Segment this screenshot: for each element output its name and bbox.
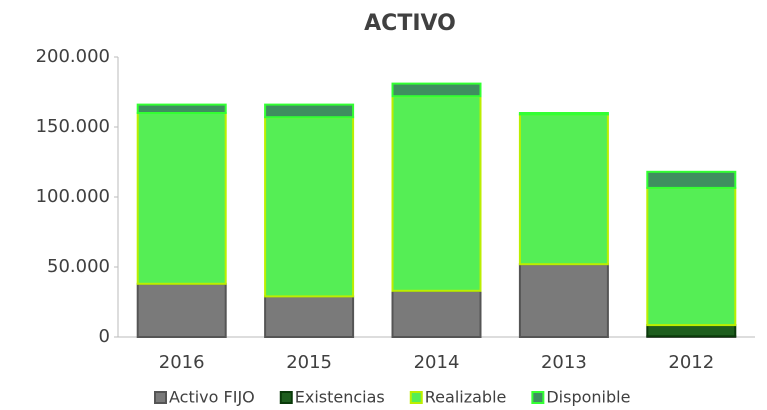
- bar-segment: [264, 116, 355, 298]
- bar-segment: [136, 103, 227, 114]
- legend-swatch: [531, 391, 545, 404]
- y-tick-label: 200.000: [36, 46, 110, 67]
- y-tick-label: 150.000: [36, 116, 110, 137]
- bar-segment: [136, 112, 227, 285]
- legend-label: Disponible: [546, 388, 630, 407]
- x-tick-label: 2013: [541, 352, 587, 373]
- x-tick-label: 2012: [668, 352, 714, 373]
- bar-segment: [264, 295, 355, 338]
- bar-segment: [518, 113, 609, 266]
- bar-segment: [646, 186, 737, 327]
- x-tick-label: 2016: [159, 352, 205, 373]
- x-tick-label: 2015: [286, 352, 332, 373]
- y-tick-label: 100.000: [36, 186, 110, 207]
- y-tick-label: 50.000: [47, 256, 110, 277]
- legend-swatch: [154, 391, 167, 404]
- legend-swatch: [279, 391, 293, 404]
- bar-segment: [646, 324, 737, 338]
- chart-title: ACTIVO: [364, 11, 456, 36]
- legend-label: Realizable: [425, 388, 507, 407]
- legend-label: Activo FIJO: [169, 388, 255, 407]
- bar-segment: [518, 263, 609, 339]
- bar-segment: [646, 170, 737, 189]
- legend-swatch: [409, 391, 423, 404]
- x-tick-label: 2014: [414, 352, 460, 373]
- bar-segment: [391, 95, 482, 292]
- bar-segment: [391, 289, 482, 338]
- legend-label: Existencias: [295, 388, 385, 407]
- bar-segment: [518, 112, 609, 116]
- bar-segment: [391, 82, 482, 98]
- y-tick-label: 0: [99, 326, 110, 347]
- bar-segment: [264, 103, 355, 119]
- bar-segment: [136, 282, 227, 338]
